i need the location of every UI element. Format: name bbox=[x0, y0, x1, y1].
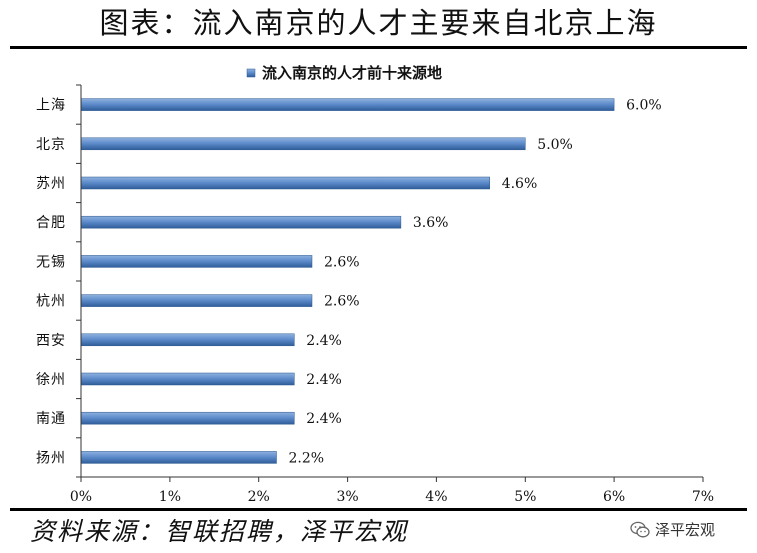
data-label: 4.6% bbox=[502, 176, 538, 192]
category-label: 杭州 bbox=[36, 294, 66, 310]
legend-label: 流入南京的人才前十来源地 bbox=[262, 64, 442, 82]
category-label: 无锡 bbox=[36, 254, 66, 270]
category-label: 北京 bbox=[36, 137, 66, 153]
legend-swatch bbox=[246, 68, 256, 78]
wechat-icon bbox=[630, 521, 650, 538]
category-label: 扬州 bbox=[36, 450, 66, 466]
bar bbox=[80, 176, 490, 190]
bar bbox=[80, 333, 295, 347]
bar bbox=[80, 137, 526, 151]
x-tick-label: 4% bbox=[425, 489, 447, 505]
bar bbox=[80, 411, 295, 425]
bar bbox=[80, 294, 313, 307]
bottom-divider bbox=[10, 508, 747, 511]
data-label: 2.4% bbox=[306, 411, 342, 427]
x-tick-label: 1% bbox=[159, 489, 181, 505]
x-tick-label: 6% bbox=[603, 489, 625, 505]
x-tick-label: 5% bbox=[514, 489, 536, 505]
category-label: 徐州 bbox=[36, 372, 66, 388]
source-note: 资料来源：智联招聘，泽平宏观 bbox=[30, 517, 409, 546]
bar bbox=[80, 372, 295, 386]
bars: 6.0% 5.0% 4.6% 3.6% 2.6% 2.6% 2.4% 2.4% 2.4% 2.2% bbox=[80, 98, 662, 466]
data-label: 2.6% bbox=[324, 254, 360, 270]
page-title: 图表：流入南京的人才主要来自北京上海 bbox=[99, 6, 658, 40]
data-label: 2.6% bbox=[324, 294, 360, 310]
watermark-text: 泽平宏观 bbox=[655, 521, 716, 539]
category-label: 西安 bbox=[36, 333, 66, 349]
bar bbox=[80, 255, 313, 268]
data-label: 6.0% bbox=[626, 98, 662, 114]
bar bbox=[80, 451, 277, 464]
category-label: 上海 bbox=[36, 98, 66, 114]
chart: 流入南京的人才前十来源地 6.0% 5.0% 4.6% 3.6% 2.6% 2.6% 2.4… bbox=[0, 52, 757, 507]
top-divider bbox=[10, 46, 747, 49]
data-label: 5.0% bbox=[537, 137, 573, 153]
category-label: 合肥 bbox=[36, 215, 66, 231]
x-tick-label: 0% bbox=[70, 489, 92, 505]
x-tick-label: 7% bbox=[692, 489, 714, 505]
data-label: 2.4% bbox=[306, 372, 342, 388]
watermark: 泽平宏观 bbox=[630, 517, 715, 543]
data-label: 3.6% bbox=[413, 215, 449, 231]
category-label: 苏州 bbox=[36, 176, 66, 192]
x-tick-label: 3% bbox=[336, 489, 358, 505]
legend: 流入南京的人才前十来源地 bbox=[246, 64, 442, 82]
data-label: 2.2% bbox=[289, 450, 325, 466]
data-label: 2.4% bbox=[306, 333, 342, 349]
category-label: 南通 bbox=[36, 411, 66, 427]
bar-chart: 流入南京的人才前十来源地 6.0% 5.0% 4.6% 3.6% 2.6% 2.6% 2.4… bbox=[36, 64, 714, 505]
x-tick-label: 2% bbox=[248, 489, 270, 505]
bar bbox=[80, 215, 402, 229]
bar bbox=[80, 98, 615, 111]
